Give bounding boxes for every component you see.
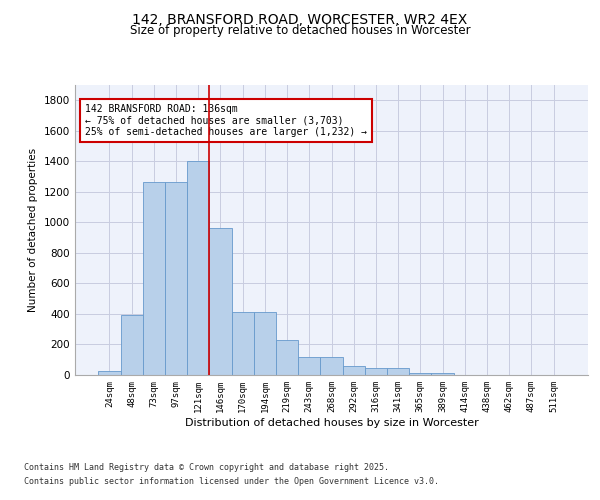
Bar [121,314,143,375]
X-axis label: Distribution of detached houses by size in Worcester: Distribution of detached houses by size … [185,418,478,428]
Text: 142 BRANSFORD ROAD: 136sqm
← 75% of detached houses are smaller (3,703)
25% of s: 142 BRANSFORD ROAD: 136sqm ← 75% of deta… [85,104,367,137]
Bar [232,312,254,375]
Bar [431,374,454,375]
Text: Contains HM Land Registry data © Crown copyright and database right 2025.: Contains HM Land Registry data © Crown c… [24,464,389,472]
Bar [365,368,387,375]
Bar [387,368,409,375]
Bar [409,374,431,375]
Y-axis label: Number of detached properties: Number of detached properties [28,148,38,312]
Bar [187,162,209,375]
Bar [254,312,276,375]
Bar [298,356,320,375]
Bar [320,356,343,375]
Text: Size of property relative to detached houses in Worcester: Size of property relative to detached ho… [130,24,470,37]
Bar [343,366,365,375]
Bar [276,340,298,375]
Bar [98,371,121,375]
Bar [143,182,165,375]
Bar [209,228,232,375]
Bar [165,182,187,375]
Text: Contains public sector information licensed under the Open Government Licence v3: Contains public sector information licen… [24,477,439,486]
Text: 142, BRANSFORD ROAD, WORCESTER, WR2 4EX: 142, BRANSFORD ROAD, WORCESTER, WR2 4EX [133,12,467,26]
